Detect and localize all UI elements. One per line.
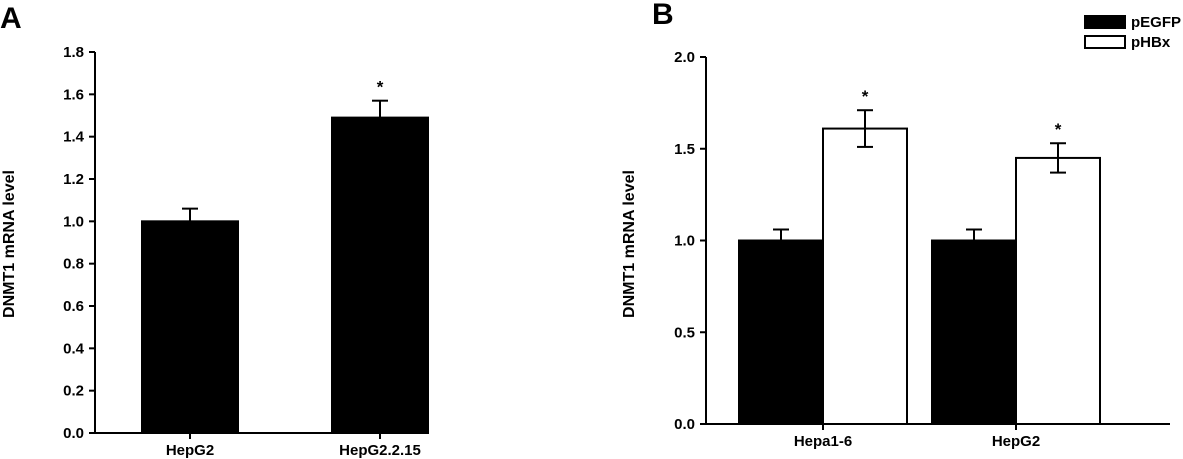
panel-a-y-tick-label: 0.4	[63, 340, 85, 357]
panel-a-y-tick-label: 1.0	[63, 213, 84, 230]
panel-a-bar	[141, 220, 239, 434]
panel-a-category-label: HepG2	[166, 442, 214, 459]
panel-b-y-tick-label: 2.0	[674, 49, 695, 66]
panel-b-y-axis-title: DNMT1 mRNA level	[621, 170, 638, 318]
panel-a-category-label: HepG2.2.15	[339, 442, 421, 459]
panel-a-significance-marker: *	[377, 78, 384, 97]
panel-b-significance-marker: *	[862, 87, 869, 106]
panel-b-y-tick-label: 1.5	[674, 141, 695, 158]
panel-a-y-tick-label: 0.6	[63, 298, 84, 315]
panel-a-y-tick-label: 0.8	[63, 256, 84, 273]
panel-a-y-axis-title: DNMT1 mRNA level	[1, 170, 18, 318]
panel-b-category-label: Hepa1-6	[794, 433, 852, 450]
legend-swatch-phbx	[1084, 35, 1126, 49]
panel-a-y-tick-label: 0.2	[63, 383, 84, 400]
panel-b-y-tick-label: 1.0	[674, 233, 695, 250]
panel-a-y-tick-label: 1.2	[63, 171, 84, 188]
panel-b-y-tick-label: 0.5	[674, 324, 695, 341]
panel-b-bar-pegfp	[931, 239, 1017, 425]
legend-label-pegfp: pEGFP	[1131, 14, 1181, 31]
panel-b-category-label: HepG2	[992, 433, 1040, 450]
panel-a-y-tick-label: 1.6	[63, 86, 84, 103]
panel-b-significance-marker: *	[1055, 120, 1062, 139]
panel-a-y-tick-label: 1.8	[63, 44, 84, 61]
panel-b-letter: B	[652, 0, 674, 31]
panel-a-bar	[331, 116, 429, 434]
legend-swatch-pegfp	[1084, 15, 1126, 29]
panel-a: A DNMT1 mRNA level 0.0 0.2 0.4 0.6 0.8 1.0 1.2…	[0, 2, 429, 459]
panel-b-legend: pEGFP pHBx	[1084, 14, 1181, 51]
panel-a-letter: A	[0, 2, 22, 35]
panel-b-bar-pegfp	[738, 239, 824, 425]
panel-b-bar-phbx	[1015, 156, 1101, 426]
panel-b-bar-phbx	[822, 127, 908, 425]
legend-label-phbx: pHBx	[1131, 34, 1171, 51]
panel-b-y-tick-label: 0.0	[674, 416, 695, 433]
panel-a-y-tick-label: 0.0	[63, 425, 84, 442]
panel-a-y-tick-label: 1.4	[63, 129, 85, 146]
panel-b: B DNMT1 mRNA level 0.0 0.5 1.0 1.5 2.0 * * He…	[621, 0, 1181, 450]
